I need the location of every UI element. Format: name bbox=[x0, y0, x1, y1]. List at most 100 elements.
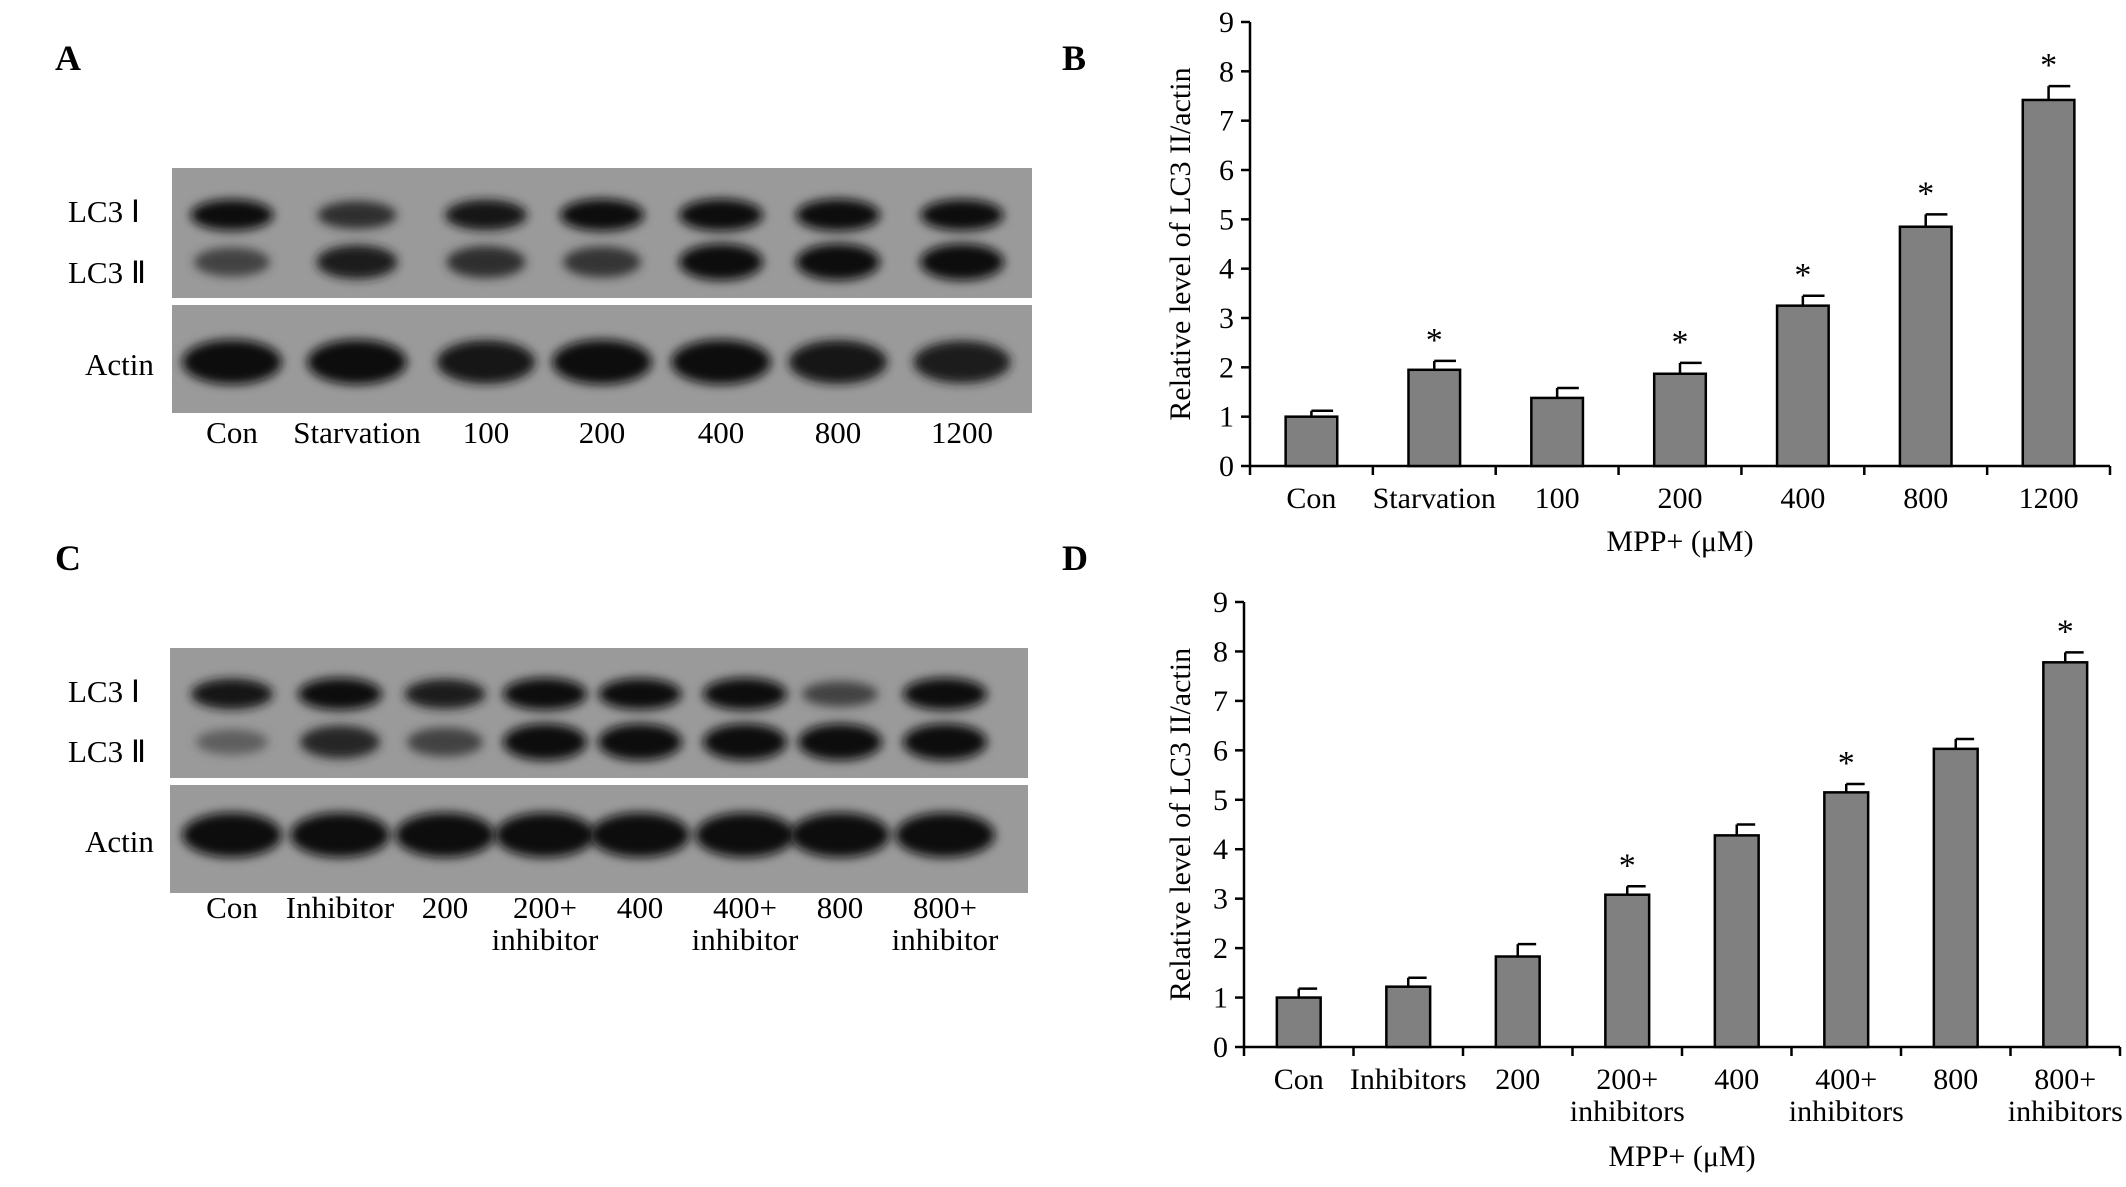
blot-c-lane-label: 200+ bbox=[513, 890, 577, 925]
chart-d-y-tick-label: 5 bbox=[1213, 784, 1228, 817]
blot-c-actin-band bbox=[790, 812, 890, 858]
blot-c-lane-label: Inhibitor bbox=[286, 890, 395, 925]
chart-b-y-tick-label: 7 bbox=[1219, 105, 1234, 138]
blot-c-lane-label-line2: inhibitor bbox=[892, 922, 999, 957]
chart-d-y-tick-label: 9 bbox=[1213, 586, 1228, 619]
chart-b-significance-marker: * bbox=[1672, 324, 1689, 361]
panel-letter-a: A bbox=[55, 38, 81, 78]
blot-c-lc3i-band bbox=[298, 677, 382, 711]
blot-a-lane-label: Con bbox=[206, 415, 258, 450]
chart-b-y-tick-label: 6 bbox=[1219, 154, 1234, 187]
blot-c-row-label-actin: Actin bbox=[85, 824, 154, 859]
blot-c-row-label-lc3ii: LC3 Ⅱ bbox=[68, 734, 146, 769]
blot-a-lc3i-band bbox=[796, 198, 880, 232]
blot-a-lc3ii-band bbox=[920, 243, 1004, 281]
chart-d-category-label: 800+ bbox=[2034, 1063, 2096, 1096]
blot-c-actin-band bbox=[395, 812, 495, 858]
chart-b-significance-marker: * bbox=[1426, 322, 1443, 359]
blot-c-lc3i-band bbox=[598, 678, 682, 710]
chart-b-bar bbox=[1898, 225, 1953, 468]
blot-a-row-label-lc3ii: LC3 Ⅱ bbox=[68, 255, 146, 290]
chart-b-significance-marker: * bbox=[1917, 175, 1934, 212]
chart-d-bar bbox=[1823, 791, 1870, 1049]
chart-d-category-label-line2: inhibitors bbox=[2008, 1095, 2123, 1128]
panel-letter-d: D bbox=[1062, 538, 1088, 578]
chart-b-significance-marker: * bbox=[1794, 257, 1811, 294]
chart-d-y-axis-title: Relative level of LC3 II/actin bbox=[1164, 648, 1197, 1001]
chart-b-y-axis-title: Relative level of LC3 II/actin bbox=[1164, 67, 1197, 420]
blot-c-actin-band bbox=[182, 812, 282, 858]
blot-c-lc3ii-band bbox=[503, 723, 587, 761]
chart-d-bar bbox=[1713, 834, 1760, 1049]
chart-d-significance-marker: * bbox=[1838, 745, 1855, 782]
chart-d-bar bbox=[1494, 955, 1541, 1049]
chart-b-y-tick-label: 1 bbox=[1219, 401, 1234, 434]
chart-d-bar bbox=[1604, 893, 1651, 1049]
panel-letter-b: B bbox=[1062, 38, 1086, 78]
blot-a-lc3i-band bbox=[190, 199, 274, 231]
chart-b-y-tick-label: 9 bbox=[1219, 6, 1234, 39]
chart-d-category-label: Inhibitors bbox=[1350, 1063, 1467, 1096]
blot-a-row-label-actin: Actin bbox=[85, 347, 154, 382]
blot-a-actin-band bbox=[671, 339, 771, 385]
blot-a-lane-label: Starvation bbox=[293, 415, 421, 450]
chart-d-bar bbox=[1385, 985, 1432, 1049]
blot-a-lc3i-band bbox=[560, 198, 644, 232]
blot-a-lane-label: 800 bbox=[815, 415, 862, 450]
chart-b-y-tick-label: 5 bbox=[1219, 203, 1234, 236]
blot-c-lane-label-line2: inhibitor bbox=[492, 922, 599, 957]
blot-c-lc3ii-band bbox=[903, 723, 987, 761]
chart-d-category-label: Con bbox=[1274, 1063, 1324, 1096]
chart-d-bar bbox=[1275, 996, 1322, 1049]
chart-b-y-tick-label: 3 bbox=[1219, 302, 1234, 335]
chart-b-category-label: 400 bbox=[1780, 482, 1825, 515]
blot-c-strip-separator bbox=[170, 778, 1028, 785]
chart-b-y-tick-label: 8 bbox=[1219, 55, 1234, 88]
blot-c-lane-label-line2: inhibitor bbox=[692, 922, 799, 957]
blot-c-lc3i-band bbox=[503, 677, 587, 711]
blot-a-lane-label: 400 bbox=[698, 415, 745, 450]
chart-d-category-label: 200+ bbox=[1596, 1063, 1658, 1096]
chart-d-x-axis-title: MPP+ (μM) bbox=[1608, 1140, 1755, 1173]
blot-a-lc3ii-band bbox=[679, 243, 763, 281]
chart-b-category-label: 1200 bbox=[2019, 482, 2079, 515]
chart-b-category-label: 100 bbox=[1535, 482, 1580, 515]
chart-d-bar bbox=[2042, 661, 2089, 1049]
bar-chart-b: 0 1 2 3 4 5 6 7 8 9 Con * Starvation 100 * 200 * 400 * 800 *… bbox=[1164, 6, 2112, 558]
blot-a-lc3ii-band bbox=[563, 246, 641, 278]
blot-c-lc3ii-band bbox=[300, 725, 380, 759]
chart-d-category-label: 400+ bbox=[1815, 1063, 1877, 1096]
blot-a-lane-labels: Con Starvation 100 200 400 800 1200 bbox=[206, 415, 993, 450]
blot-a-bands bbox=[182, 198, 1011, 385]
western-blot-a: LC3 Ⅰ LC3 Ⅱ Actin Con Starvation 100 200 400… bbox=[68, 168, 1032, 450]
chart-b-category-label: Starvation bbox=[1373, 482, 1496, 515]
blot-c-actin-band bbox=[590, 812, 690, 858]
blot-c-actin-band bbox=[895, 812, 995, 858]
blot-a-lc3ii-band bbox=[446, 246, 526, 278]
chart-d-category-label: 200 bbox=[1495, 1063, 1540, 1096]
chart-b-bar bbox=[2021, 98, 2076, 468]
blot-c-lane-label: 400+ bbox=[713, 890, 777, 925]
blot-c-lane-label: Con bbox=[206, 890, 258, 925]
chart-d-category-label-line2: inhibitors bbox=[1570, 1095, 1685, 1128]
blot-a-lc3i-band bbox=[679, 198, 763, 232]
blot-c-actin-band bbox=[290, 812, 390, 858]
blot-c-actin-band bbox=[495, 812, 595, 858]
blot-a-actin-band bbox=[436, 340, 536, 384]
blot-a-lc3i-band bbox=[317, 201, 397, 229]
blot-a-lane-label: 200 bbox=[579, 415, 626, 450]
chart-d-y-tick-label: 7 bbox=[1213, 685, 1228, 718]
chart-b-category-label: Con bbox=[1286, 482, 1336, 515]
blot-c-lane-label: 800 bbox=[817, 890, 864, 925]
blot-a-lc3-strip bbox=[172, 168, 1032, 298]
blot-a-lane-label: 1200 bbox=[931, 415, 993, 450]
chart-d-category-label: 800 bbox=[1933, 1063, 1978, 1096]
blot-a-lc3ii-band bbox=[796, 243, 880, 281]
blot-c-lane-label: 800+ bbox=[913, 890, 977, 925]
blot-c-bands bbox=[182, 677, 995, 858]
chart-d-y-tick-label: 1 bbox=[1213, 982, 1228, 1015]
western-blot-c: LC3 Ⅰ LC3 Ⅱ Actin Con Inhibitor 200 200+inh… bbox=[68, 648, 1028, 957]
blot-a-lc3ii-band bbox=[316, 245, 398, 279]
